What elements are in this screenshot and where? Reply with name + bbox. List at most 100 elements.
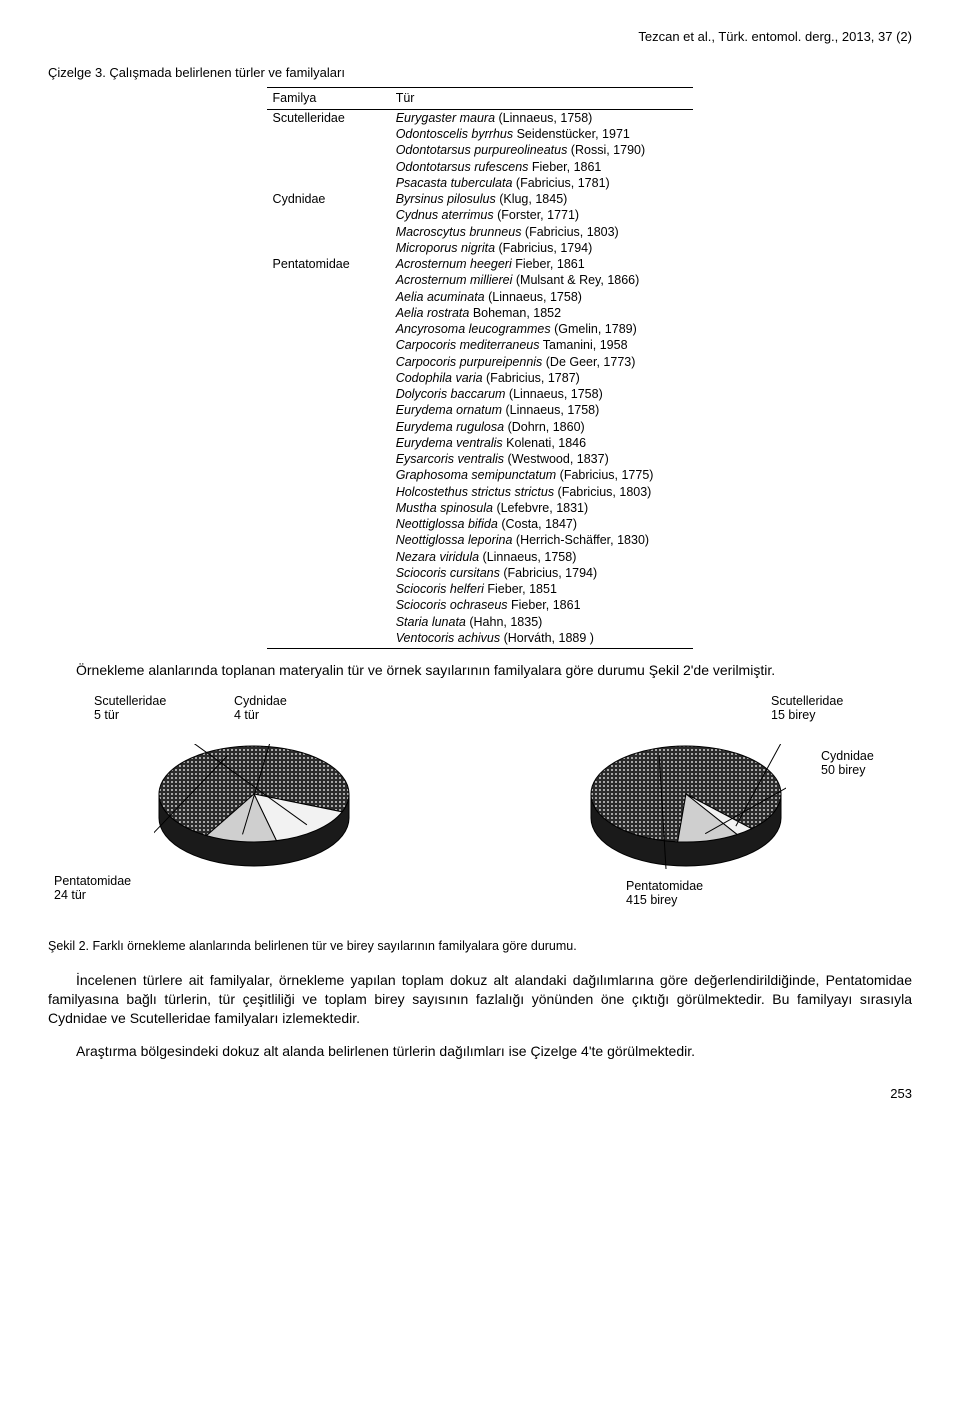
table-row: Odontoscelis byrrhus Seidenstücker, 1971 [267,126,694,142]
table-row: Eurydema ventralis Kolenati, 1846 [267,435,694,451]
species-cell: Odontoscelis byrrhus Seidenstücker, 1971 [390,126,694,142]
species-cell: Acrosternum heegeri Fieber, 1861 [390,256,694,272]
species-cell: Sciocoris ochraseus Fieber, 1861 [390,597,694,613]
label-scutelleridae-right: Scutelleridae15 birey [771,694,843,723]
table-row: Mustha spinosula (Lefebvre, 1831) [267,500,694,516]
family-cell [267,289,390,305]
family-cell [267,386,390,402]
table-row: Cydnus aterrimus (Forster, 1771) [267,207,694,223]
family-cell [267,207,390,223]
species-cell: Staria lunata (Hahn, 1835) [390,614,694,630]
family-cell: Cydnidae [267,191,390,207]
species-cell: Neottiglossa leporina (Herrich-Schäffer,… [390,532,694,548]
pie-charts-row: Scutelleridae5 tür Cydnidae4 tür Pentato… [48,694,912,924]
family-cell [267,451,390,467]
species-cell: Carpocoris purpureipennis (De Geer, 1773… [390,354,694,370]
table-row: CydnidaeByrsinus pilosulus (Klug, 1845) [267,191,694,207]
species-cell: Nezara viridula (Linnaeus, 1758) [390,549,694,565]
family-cell [267,565,390,581]
species-cell: Odontotarsus purpureolineatus (Rossi, 17… [390,142,694,158]
table-row: Psacasta tuberculata (Fabricius, 1781) [267,175,694,191]
col-header-species: Tür [390,88,694,110]
species-cell: Eysarcoris ventralis (Westwood, 1837) [390,451,694,467]
table-row: Odontotarsus purpureolineatus (Rossi, 17… [267,142,694,158]
label-scutelleridae-left: Scutelleridae5 tür [94,694,166,723]
table-row: Sciocoris ochraseus Fieber, 1861 [267,597,694,613]
family-cell [267,581,390,597]
family-cell [267,354,390,370]
pie-chart-right: Scutelleridae15 birey Cydnidae50 birey P… [486,694,906,924]
table-row: Sciocoris cursitans (Fabricius, 1794) [267,565,694,581]
family-cell [267,549,390,565]
table-row: Holcostethus strictus strictus (Fabriciu… [267,484,694,500]
table-row: Eurydema rugulosa (Dohrn, 1860) [267,419,694,435]
family-cell [267,370,390,386]
pie-chart-left: Scutelleridae5 tür Cydnidae4 tür Pentato… [54,694,474,924]
family-cell [267,630,390,649]
table-row: Graphosoma semipunctatum (Fabricius, 177… [267,467,694,483]
species-cell: Eurydema ornatum (Linnaeus, 1758) [390,402,694,418]
table-row: Aelia rostrata Boheman, 1852 [267,305,694,321]
table-row: Dolycoris baccarum (Linnaeus, 1758) [267,386,694,402]
species-cell: Dolycoris baccarum (Linnaeus, 1758) [390,386,694,402]
species-cell: Aelia acuminata (Linnaeus, 1758) [390,289,694,305]
figure-caption: Şekil 2. Farklı örnekleme alanlarında be… [48,938,912,955]
species-cell: Codophila varia (Fabricius, 1787) [390,370,694,386]
table-row: Staria lunata (Hahn, 1835) [267,614,694,630]
family-cell [267,305,390,321]
family-cell [267,321,390,337]
family-cell [267,159,390,175]
label-pentatomidae-right: Pentatomidae415 birey [626,879,703,908]
table-row: PentatomidaeAcrosternum heegeri Fieber, … [267,256,694,272]
table-row: Codophila varia (Fabricius, 1787) [267,370,694,386]
family-cell [267,224,390,240]
family-cell [267,419,390,435]
species-cell: Byrsinus pilosulus (Klug, 1845) [390,191,694,207]
family-cell [267,142,390,158]
species-cell: Macroscytus brunneus (Fabricius, 1803) [390,224,694,240]
table-row: Eysarcoris ventralis (Westwood, 1837) [267,451,694,467]
species-cell: Microporus nigrita (Fabricius, 1794) [390,240,694,256]
species-table: Familya Tür ScutelleridaeEurygaster maur… [267,87,694,649]
table-caption: Çizelge 3. Çalışmada belirlenen türler v… [48,64,912,82]
species-cell: Odontotarsus rufescens Fieber, 1861 [390,159,694,175]
paragraph-3: Araştırma bölgesindeki dokuz alt alanda … [48,1042,912,1061]
family-cell: Scutelleridae [267,109,390,126]
table-row: Sciocoris helferi Fieber, 1851 [267,581,694,597]
species-cell: Ancyrosoma leucogrammes (Gmelin, 1789) [390,321,694,337]
family-cell [267,240,390,256]
table-row: Carpocoris mediterraneus Tamanini, 1958 [267,337,694,353]
family-cell [267,516,390,532]
table-row: Aelia acuminata (Linnaeus, 1758) [267,289,694,305]
label-cydnidae-right: Cydnidae50 birey [821,749,874,778]
species-cell: Holcostethus strictus strictus (Fabriciu… [390,484,694,500]
table-row: Neottiglossa bifida (Costa, 1847) [267,516,694,532]
table-row: Ventocoris achivus (Horváth, 1889 ) [267,630,694,649]
species-cell: Acrosternum millierei (Mulsant & Rey, 18… [390,272,694,288]
family-cell [267,614,390,630]
paragraph-1: Örnekleme alanlarında toplanan materyali… [48,661,912,680]
table-row: Eurydema ornatum (Linnaeus, 1758) [267,402,694,418]
species-cell: Eurydema ventralis Kolenati, 1846 [390,435,694,451]
species-cell: Sciocoris cursitans (Fabricius, 1794) [390,565,694,581]
species-cell: Cydnus aterrimus (Forster, 1771) [390,207,694,223]
family-cell [267,337,390,353]
family-cell [267,500,390,516]
col-header-family: Familya [267,88,390,110]
family-cell [267,272,390,288]
family-cell [267,532,390,548]
label-cydnidae-left: Cydnidae4 tür [234,694,287,723]
species-cell: Aelia rostrata Boheman, 1852 [390,305,694,321]
species-cell: Carpocoris mediterraneus Tamanini, 1958 [390,337,694,353]
table-row: Odontotarsus rufescens Fieber, 1861 [267,159,694,175]
species-cell: Ventocoris achivus (Horváth, 1889 ) [390,630,694,649]
header-citation: Tezcan et al., Türk. entomol. derg., 201… [48,28,912,46]
species-cell: Sciocoris helferi Fieber, 1851 [390,581,694,597]
species-cell: Eurydema rugulosa (Dohrn, 1860) [390,419,694,435]
table-row: ScutelleridaeEurygaster maura (Linnaeus,… [267,109,694,126]
table-row: Microporus nigrita (Fabricius, 1794) [267,240,694,256]
table-row: Neottiglossa leporina (Herrich-Schäffer,… [267,532,694,548]
table-row: Nezara viridula (Linnaeus, 1758) [267,549,694,565]
family-cell [267,126,390,142]
family-cell [267,402,390,418]
